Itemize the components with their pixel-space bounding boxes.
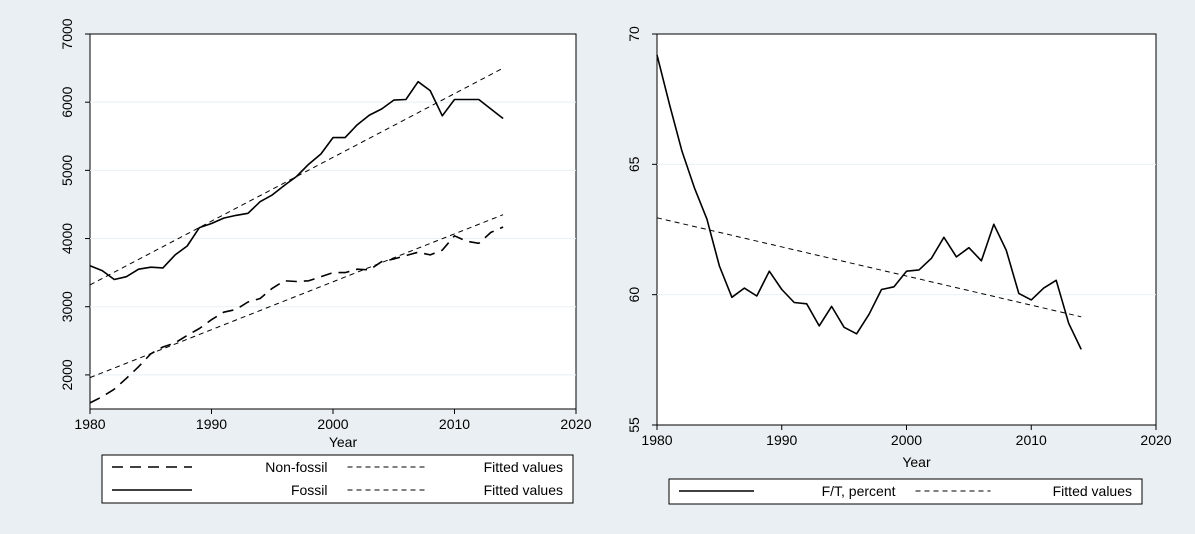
left-x-tick-label: 2010 — [439, 416, 470, 432]
right-x-tick-label: 2010 — [1016, 432, 1047, 448]
right-y-tick-label: 60 — [626, 287, 642, 303]
right-series-line-f-t-percent — [656, 54, 1082, 350]
left-series-line-fitted-values — [89, 67, 504, 286]
left-y-tick-label: 3000 — [59, 291, 75, 322]
right-y-tick-label: 65 — [626, 156, 642, 172]
right-legend-label: F/T, percent — [822, 483, 896, 499]
right-chart-panel: 55 60 65 70 1980 1990 2000 2010 2020 Year F/T, per… — [626, 26, 1172, 505]
right-x-axis-title: Year — [902, 454, 931, 470]
right-x-tick-label: 2020 — [1140, 432, 1171, 448]
left-legend-box — [101, 454, 574, 504]
right-series-line-fitted-values — [656, 217, 1082, 318]
right-x-tick-label: 1980 — [641, 432, 672, 448]
left-x-tick-label: 2020 — [560, 416, 591, 432]
left-y-tick-label: 7000 — [59, 18, 75, 49]
left-legend-label: Fossil — [291, 482, 328, 498]
left-series-line-fossil — [89, 80, 504, 281]
left-series-line-non-fossil — [89, 226, 504, 404]
left-x-tick-label: 1990 — [196, 416, 227, 432]
left-legend-label: Non-fossil — [265, 459, 327, 475]
right-legend-label: Fitted values — [1053, 483, 1132, 499]
left-x-axis-title: Year — [329, 434, 358, 450]
left-plot-area — [89, 33, 577, 410]
right-y-tick-label: 70 — [626, 26, 642, 42]
right-y-tick-label: 55 — [626, 417, 642, 433]
left-y-tick-label: 4000 — [59, 223, 75, 254]
left-legend-label: Fitted values — [484, 482, 563, 498]
left-x-tick-label: 1980 — [74, 416, 105, 432]
left-y-tick-label: 5000 — [59, 155, 75, 186]
left-y-tick-label: 2000 — [59, 359, 75, 390]
left-y-tick-label: 6000 — [59, 86, 75, 117]
left-x-tick-label: 2000 — [317, 416, 348, 432]
left-series-line-fitted-values — [89, 214, 504, 379]
left-chart-panel: 2000 3000 4000 5000 6000 7000 1980 1990 2000 2010… — [59, 18, 592, 504]
right-x-tick-label: 2000 — [891, 432, 922, 448]
right-x-tick-label: 1990 — [766, 432, 797, 448]
right-plot-area — [656, 33, 1157, 426]
left-legend-label: Fitted values — [484, 459, 563, 475]
